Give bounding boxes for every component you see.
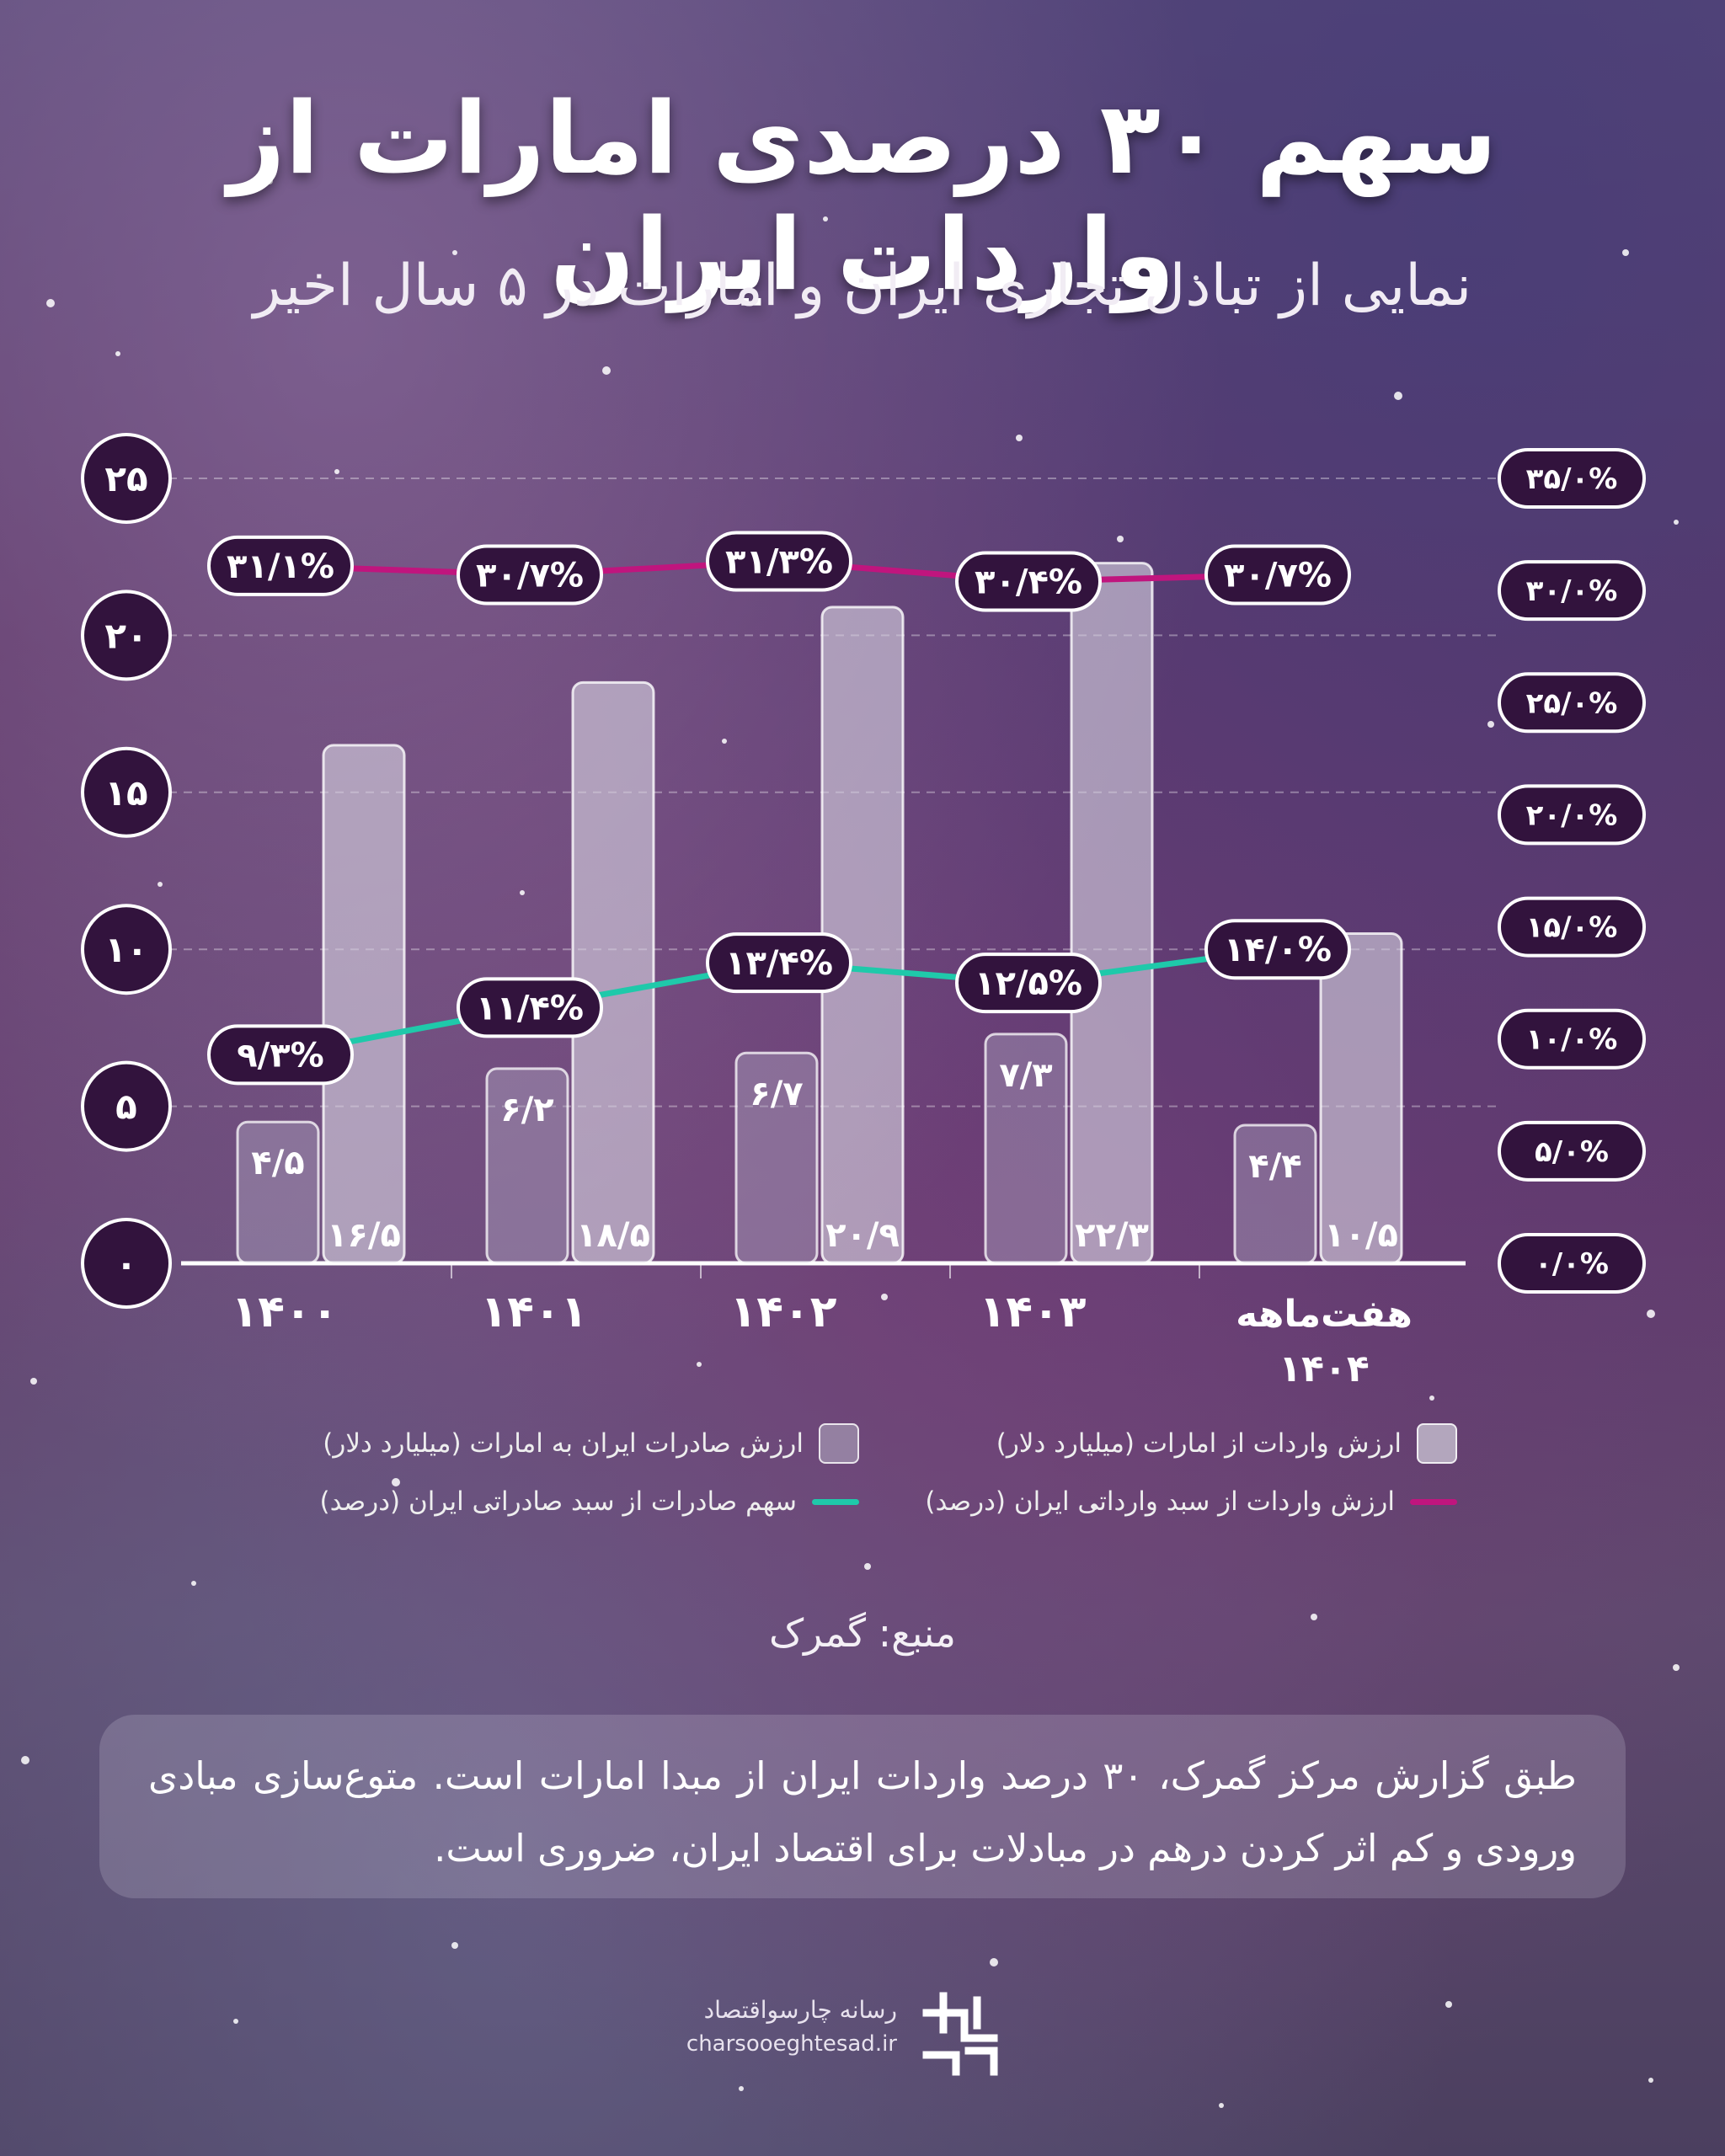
legend-item-exports-bar: ارزش صادرات ایران به امارات (میلیارد دلا…	[323, 1423, 859, 1464]
point-label-imports-share: ۳۱/۳%	[725, 543, 833, 582]
right-axis-tick-label: ۳۰/۰%	[1526, 574, 1618, 608]
bar-exports-value-label: ۴/۴	[1248, 1147, 1301, 1186]
right-axis-badge	[1498, 784, 1646, 846]
legend-label-imports-share: ارزش واردات از سبد وارداتی ایران (درصد)	[925, 1486, 1395, 1517]
summary-note: طبق گزارش مرکز گمرک، ۳۰ درصد واردات ایرا…	[99, 1715, 1626, 1898]
bar-imports	[322, 744, 406, 1265]
right-axis-badge	[1498, 896, 1646, 958]
bar-exports-value-label: ۶/۲	[500, 1091, 553, 1129]
point-pill-imports-share	[955, 551, 1102, 612]
point-label-exports-share: ۱۲/۵%	[975, 964, 1082, 1003]
bar-exports	[984, 1033, 1068, 1265]
legend: ارزش واردات از امارات (میلیارد دلار) ارز…	[270, 1423, 1457, 1541]
bar-exports-value-label: ۶/۷	[750, 1075, 803, 1113]
left-axis-badge	[81, 433, 172, 524]
x-axis-category-label: ۱۴۰۴	[1279, 1348, 1369, 1390]
right-axis-tick-label: ۱۵/۰%	[1526, 911, 1618, 945]
point-label-exports-share: ۱۳/۴%	[725, 944, 833, 983]
point-label-imports-share: ۳۱/۱%	[227, 547, 334, 586]
brand-name: رسانه چارسواقتصاد	[703, 1996, 897, 2024]
point-pill-exports-share	[955, 953, 1102, 1014]
right-axis-tick-label: ۰/۰%	[1535, 1247, 1609, 1281]
bar-exports	[734, 1051, 819, 1265]
chart: ۰ ۵ ۱۰ ۱۵ ۲۰ ۲۵ ۰/۰% ۵/۰% ۱۰/۰% ۱۵/۰% ۲۰/۰% ۲۵/۰% ۳۰…	[81, 433, 1646, 1390]
page-subtitle: نمایی از تبادل تجاری ایران و امارات در ۵…	[253, 253, 1472, 319]
point-label-imports-share: ۳۰/۷%	[476, 557, 584, 595]
left-axis-badge	[81, 904, 172, 995]
point-pill-imports-share	[457, 544, 603, 606]
bar-imports	[1319, 932, 1403, 1265]
left-axis-badge	[81, 746, 172, 838]
bar-imports-value-label: ۲۲/۳	[1075, 1216, 1149, 1255]
left-axis-badge	[81, 1060, 172, 1152]
brand-url: charsooeghtesad.ir	[686, 2031, 897, 2057]
legend-item-exports-share: سهم صادرات از سبد صادراتی ایران (درصد)	[320, 1486, 859, 1517]
bar-exports	[1233, 1123, 1317, 1265]
point-pill-imports-share	[207, 535, 354, 596]
page-title: سهم ۳۰ درصدی امارات از واردات ایران	[227, 80, 1498, 312]
left-axis-badge	[81, 590, 172, 681]
right-axis-tick-label: ۳۵/۰%	[1526, 462, 1618, 496]
left-axis-tick-label: ۵	[115, 1086, 137, 1128]
x-axis-category-label: هفت‌ماهه	[1236, 1293, 1413, 1336]
legend-item-imports-share: ارزش واردات از سبد وارداتی ایران (درصد)	[925, 1486, 1457, 1517]
legend-label-exports-bar: ارزش صادرات ایران به امارات (میلیارد دلا…	[323, 1428, 804, 1459]
right-axis-tick-label: ۱۰/۰%	[1526, 1023, 1618, 1057]
left-axis-tick-label: ۲۵	[104, 458, 147, 499]
bar-imports-value-label: ۱۸/۵	[576, 1216, 650, 1255]
bar-imports-value-label: ۲۰/۹	[825, 1216, 900, 1255]
right-axis-badge	[1498, 672, 1646, 734]
legend-swatch-exports-share	[812, 1498, 859, 1505]
bar-exports	[236, 1120, 320, 1265]
right-axis-tick-label: ۲۵/۰%	[1526, 686, 1618, 720]
right-axis-tick-label: ۵/۰%	[1535, 1135, 1609, 1169]
bar-exports-value-label: ۷/۳	[999, 1056, 1052, 1095]
x-axis-category-label: ۱۴۰۱	[481, 1287, 588, 1337]
point-label-imports-share: ۳۰/۷%	[1224, 557, 1332, 595]
right-axis-badge	[1498, 1008, 1646, 1070]
right-axis-badge	[1498, 560, 1646, 622]
bar-exports	[485, 1067, 569, 1265]
bar-exports-value-label: ۴/۵	[251, 1144, 304, 1182]
left-axis-tick-label: ۱۵	[104, 772, 147, 814]
point-label-exports-share: ۹/۳%	[237, 1036, 324, 1075]
point-label-exports-share: ۱۱/۴%	[476, 989, 584, 1027]
point-pill-exports-share	[706, 932, 852, 994]
bar-imports	[571, 680, 655, 1265]
point-label-imports-share: ۳۰/۴%	[975, 563, 1082, 601]
right-axis-badge	[1498, 1120, 1646, 1182]
legend-swatch-imports-bar	[1417, 1423, 1457, 1464]
left-axis-tick-label: ۱۰	[104, 929, 147, 970]
x-axis-category-label: ۱۴۰۰	[232, 1287, 339, 1337]
point-pill-exports-share	[1204, 919, 1351, 980]
point-pill-exports-share	[207, 1024, 354, 1086]
bar-imports	[1070, 562, 1154, 1265]
legend-swatch-imports-share	[1410, 1498, 1457, 1505]
brand-footer: رسانه چارسواقتصاد charsooeghtesad.ir	[686, 1988, 1036, 2080]
point-pill-exports-share	[457, 977, 603, 1038]
legend-label-imports-bar: ارزش واردات از امارات (میلیارد دلار)	[996, 1428, 1402, 1459]
right-axis-badge	[1498, 448, 1646, 509]
bar-imports-value-label: ۱۶/۵	[327, 1216, 401, 1255]
legend-swatch-exports-bar	[819, 1423, 859, 1464]
x-axis-category-label: ۱۴۰۲	[730, 1287, 837, 1337]
point-label-exports-share: ۱۴/۰%	[1224, 931, 1332, 969]
legend-label-exports-share: سهم صادرات از سبد صادراتی ایران (درصد)	[319, 1486, 797, 1517]
brand-logo-icon	[922, 1992, 998, 2076]
point-pill-imports-share	[1204, 544, 1351, 606]
left-axis-badge	[81, 1218, 172, 1309]
source-label: منبع: گمرک	[768, 1610, 957, 1656]
left-axis-tick-label: ۲۰	[104, 615, 147, 656]
right-axis-badge	[1498, 1233, 1646, 1294]
point-pill-imports-share	[706, 531, 852, 592]
bar-imports-value-label: ۱۰/۵	[1324, 1216, 1398, 1255]
right-axis-tick-label: ۲۰/۰%	[1526, 798, 1618, 832]
legend-item-imports-bar: ارزش واردات از امارات (میلیارد دلار)	[996, 1423, 1457, 1464]
x-axis-category-label: ۱۴۰۳	[980, 1287, 1087, 1337]
left-axis-tick-label: ۰	[115, 1243, 137, 1284]
